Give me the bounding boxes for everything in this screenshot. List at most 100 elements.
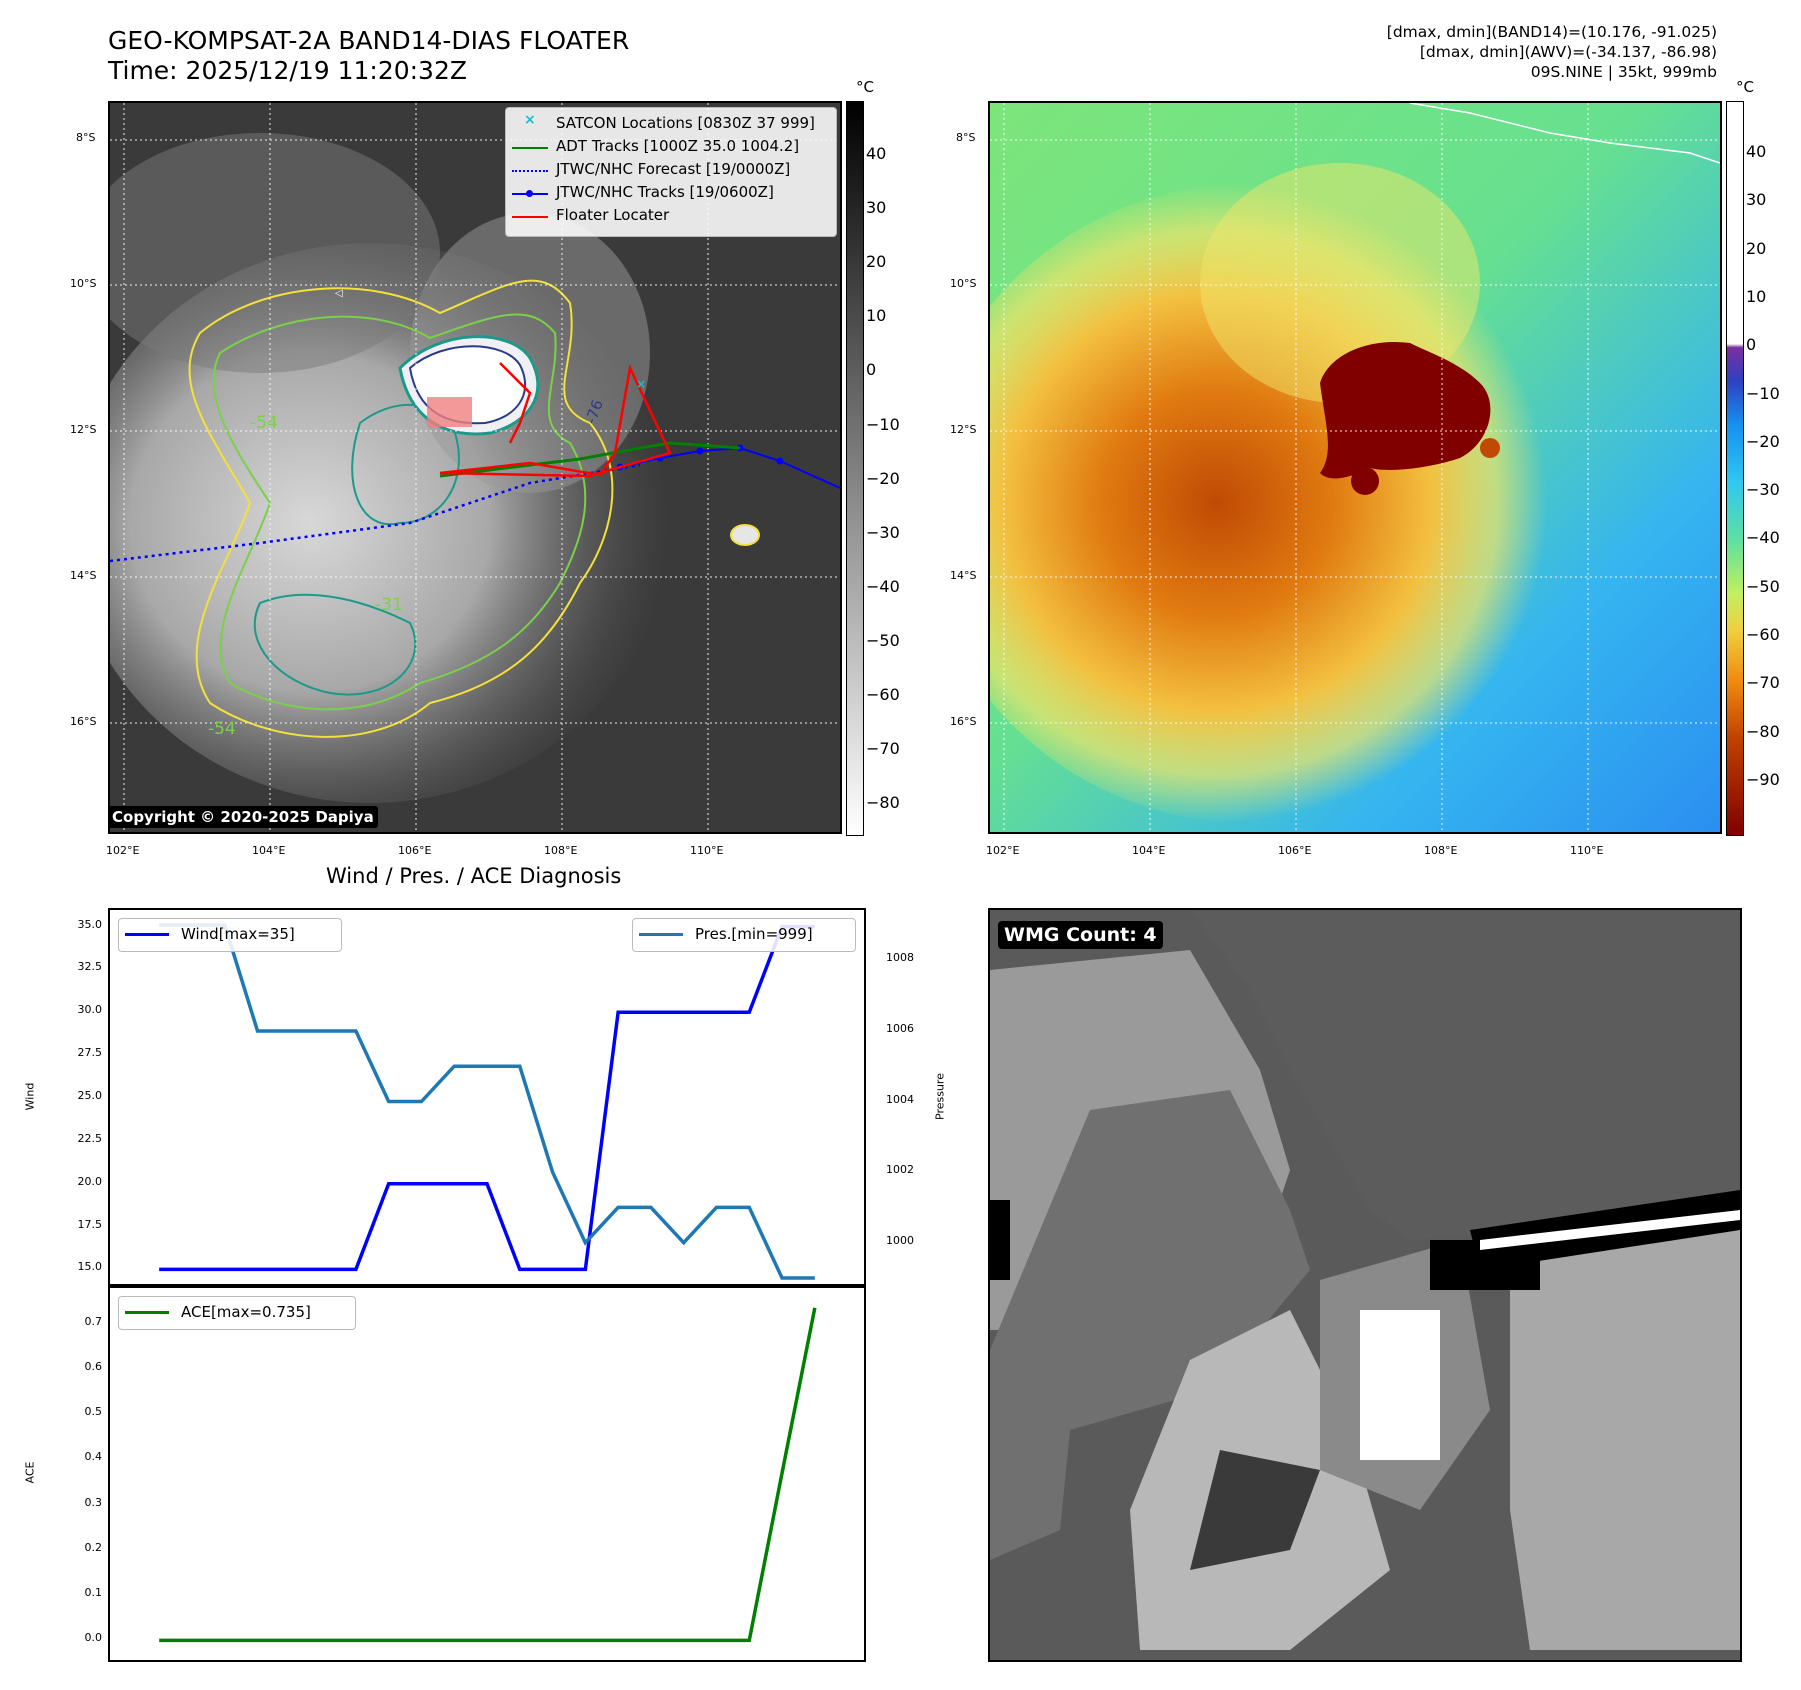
title-line-2: Time: 2025/12/19 11:20:32Z [108,56,467,85]
wind-legend-label: Wind[max=35] [181,925,295,943]
title-line-1: GEO-KOMPSAT-2A BAND14-DIAS FLOATER [108,26,630,55]
ace-ytick: 0.2 [84,1540,103,1554]
lon-label: 102°E [986,844,1020,857]
lon-label: 104°E [252,844,286,857]
contour-yellow [188,279,614,738]
colorbar-right-tick: −30 [1746,480,1780,500]
colorbar-right-tick: 40 [1746,142,1767,161]
info-line-3: 09S.NINE | 35kt, 999mb [1530,63,1717,81]
wind-ytick: 15.0 [77,1260,103,1274]
ace-legend: ACE[max=0.735] [118,1296,356,1330]
wmg-eye [1360,1310,1440,1460]
colorbar-left-tick: −30 [866,522,900,542]
ace-ytick: 0.5 [84,1405,103,1419]
colorbar-right-tick: −70 [1746,673,1780,693]
wind-line [159,924,815,1272]
map-legend: × SATCON Locations [0830Z 37 999] ADT Tr… [505,107,837,237]
pressure-ytick: 1000 [886,1233,914,1247]
wind-ytick: 25.0 [77,1089,103,1102]
colorbar-left-tick: −20 [866,468,900,488]
coastline [1409,103,1720,164]
wmg-count-badge: WMG Count: 4 [998,921,1163,949]
wind-ytick: 22.5 [77,1131,103,1145]
pressure-ytick: 1002 [886,1163,914,1177]
ace-line [159,1307,817,1643]
pressure-ytick: 1008 [886,951,914,965]
wind-ytick: 30.0 [77,1003,103,1017]
ace-ytick: 0.0 [84,1631,103,1645]
awv-cold-core [1320,342,1491,479]
ace-plot [159,1307,817,1643]
colorbar-left-tick: −80 [866,793,900,813]
pressure-ytick: 1004 [886,1092,914,1106]
pressure-ylabel: Pressure [933,1073,947,1120]
colorbar-left-tick: 20 [866,252,887,272]
colorbar-left-tick: −70 [866,739,900,759]
colorbar-left-tick: 0 [866,360,877,380]
wind-legend: Wind[max=35] [118,918,342,952]
wind-pressure-plot [159,923,815,1280]
colorbar-left-tick: −40 [866,576,900,596]
wind-ytick: 27.5 [77,1046,103,1060]
colorbar-right-tick: −40 [1746,528,1780,548]
colorbar-left-tick: 10 [866,306,887,326]
lat-label: 8°S [956,131,976,144]
svg-text:◁: ◁ [335,288,343,299]
awv-map [990,103,1720,832]
wind-ytick: 35.0 [77,917,103,931]
contour-label: -54 [208,719,236,739]
colorbar-right-tick: −60 [1746,625,1780,644]
wmg-image [990,910,1740,1660]
lon-label: 104°E [1132,844,1166,857]
lon-label: 106°E [1278,844,1312,857]
copyright-badge: Copyright © 2020-2025 Dapiya [108,806,378,828]
colorbar-left-unit: °C [856,78,874,96]
lat-label: 10°S [950,277,977,290]
colorbar-right-tick: −50 [1746,576,1780,596]
lat-label: 12°S [950,423,977,436]
colorbar-right-unit: °C [1736,78,1754,96]
contour-green [212,313,587,711]
small-cloud-cell [730,524,760,546]
floater-locater [439,363,672,478]
colorbar-left [846,101,864,836]
wind-ytick: 17.5 [77,1217,103,1231]
floater-box [427,397,472,427]
awv-map-panel [988,101,1722,834]
wind-ytick: 20.0 [77,1174,103,1188]
ace-legend-label: ACE[max=0.735] [181,1303,311,1321]
colorbar-right-tick: −90 [1746,769,1780,789]
ace-ytick: 0.1 [84,1586,103,1600]
colorbar-right-tick: 0 [1746,335,1757,355]
colorbar-left-tick: −50 [866,630,900,650]
intensity-info: [dmax, dmin](BAND14)=(10.176, -91.025) [… [1387,22,1717,82]
wind-ytick: 32.5 [77,960,103,974]
lon-label: 102°E [106,844,140,857]
colorbar-right-tick: 20 [1746,238,1767,258]
colorbar-right-tick: 10 [1746,286,1767,306]
colorbar-left-tick: 30 [866,198,887,218]
lat-label: 8°S [76,131,96,144]
figure-title: GEO-KOMPSAT-2A BAND14-DIAS FLOATER Time: … [108,26,629,86]
lon-label: 108°E [544,844,578,857]
lon-label: 110°E [1570,844,1604,857]
lon-label: 110°E [690,844,724,857]
info-line-2: [dmax, dmin](AWV)=(-34.137, -86.98) [1419,43,1717,61]
colorbar-left-tick: 40 [866,144,887,163]
svg-text:×: × [636,377,646,391]
lat-label: 12°S [70,423,97,436]
ace-ytick: 0.6 [84,1359,103,1373]
wind-ylabel: Wind [23,1082,37,1111]
ir-map-panel: ◁ × -54 -31 -54 -76 × [108,101,842,834]
lat-label: 16°S [950,715,977,728]
contour-teal-south [253,593,417,696]
colorbar-right-tick: −80 [1746,721,1780,741]
awv-grid [990,103,1720,832]
lon-label: 106°E [398,844,432,857]
colorbar-right-tick: 30 [1746,190,1767,210]
diagnosis-title: Wind / Pres. / ACE Diagnosis [326,864,622,888]
lat-label: 10°S [70,277,97,290]
contour-label: -31 [375,595,403,615]
colorbar-right [1726,101,1744,836]
lon-label: 108°E [1424,844,1458,857]
